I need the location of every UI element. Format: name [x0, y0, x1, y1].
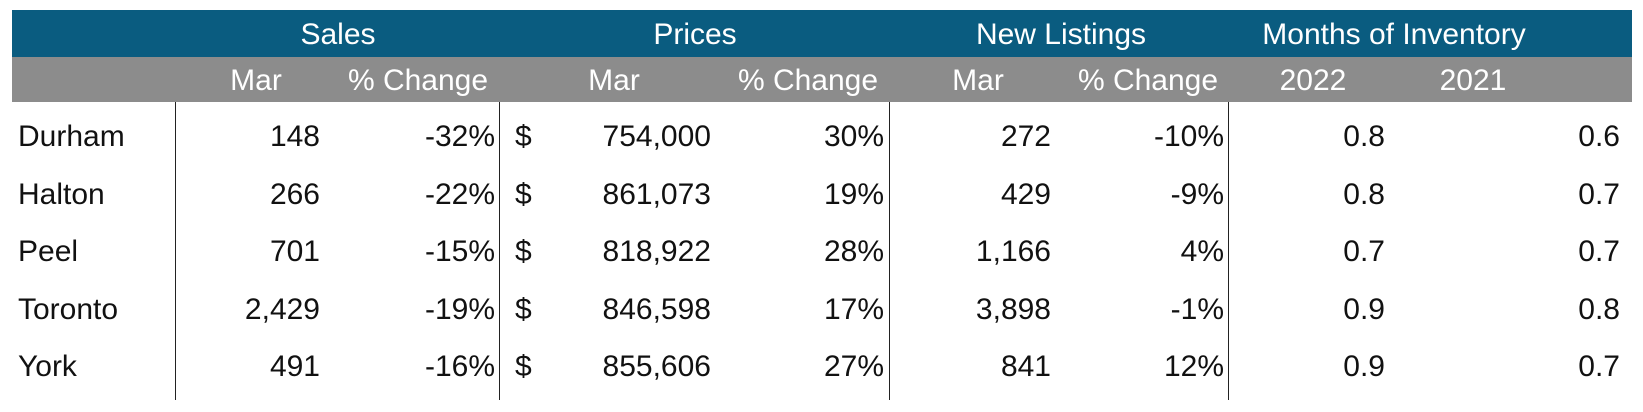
column-divider	[175, 102, 176, 400]
cell-currency: $	[515, 350, 532, 383]
sub-header-inventory-2021: 2021	[1439, 64, 1507, 97]
cell-sales-change: -15%	[424, 235, 495, 268]
sub-header-listings-change: % Change	[1077, 64, 1219, 97]
cell-sales: 148	[269, 120, 320, 153]
cell-inventory-2022: 0.9	[1343, 292, 1385, 326]
cell-sales: 2,429	[244, 292, 320, 326]
cell-listings-change: -1%	[1170, 292, 1224, 326]
cell-inventory-2022: 0.8	[1343, 120, 1385, 153]
cell-price: 846,598	[602, 292, 711, 326]
cell-listings-change: -9%	[1170, 177, 1224, 211]
group-header-sales: Sales	[300, 18, 376, 51]
cell-currency: $	[515, 120, 532, 153]
cell-inventory-2021: 0.7	[1578, 235, 1620, 268]
cell-price: 855,606	[602, 350, 711, 383]
group-header-row: Sales Prices New Listings Months of Inve…	[12, 10, 1632, 57]
cell-listings: 429	[1000, 177, 1051, 211]
cell-inventory-2021: 0.8	[1578, 292, 1620, 326]
cell-inventory-2021: 0.7	[1578, 177, 1620, 211]
cell-sales: 701	[269, 235, 320, 268]
cell-region: Peel	[18, 235, 79, 268]
sub-header-sales-mar: Mar	[230, 64, 282, 97]
column-divider	[499, 102, 500, 400]
cell-inventory-2022: 0.7	[1343, 235, 1385, 268]
cell-currency: $	[515, 235, 532, 268]
cell-sales-change: -32%	[424, 120, 495, 153]
column-divider	[889, 102, 890, 400]
group-header-prices: Prices	[653, 18, 737, 51]
cell-currency: $	[515, 177, 532, 211]
sub-header-prices-change: % Change	[737, 64, 879, 97]
cell-price-change: 17%	[823, 292, 884, 326]
sub-header-inventory-2022: 2022	[1279, 64, 1347, 97]
cell-inventory-2022: 0.9	[1343, 350, 1385, 383]
cell-listings: 841	[1000, 350, 1051, 383]
cell-listings-change: 4%	[1180, 235, 1224, 268]
cell-sales-change: -19%	[424, 292, 495, 326]
cell-price-change: 19%	[823, 177, 884, 211]
cell-listings: 1,166	[975, 235, 1051, 268]
cell-price-change: 30%	[823, 120, 884, 153]
cell-price-change: 27%	[823, 350, 884, 383]
sub-header-row: Mar % Change Mar % Change Mar % Change 2…	[12, 57, 1632, 102]
group-header-months-of-inventory: Months of Inventory	[1262, 18, 1526, 51]
group-header-new-listings: New Listings	[975, 18, 1147, 51]
sub-header-listings-mar: Mar	[952, 64, 1004, 97]
cell-sales: 266	[269, 177, 320, 211]
cell-price: 754,000	[602, 120, 711, 153]
cell-inventory-2022: 0.8	[1343, 177, 1385, 211]
cell-price: 861,073	[602, 177, 711, 211]
cell-region: Toronto	[18, 292, 119, 326]
cell-region: Halton	[18, 177, 105, 211]
cell-price-change: 28%	[823, 235, 884, 268]
cell-listings: 272	[1000, 120, 1051, 153]
cell-currency: $	[515, 292, 532, 326]
cell-sales-change: -16%	[424, 350, 495, 383]
cell-region: Durham	[18, 120, 125, 153]
cell-inventory-2021: 0.7	[1578, 350, 1620, 383]
cell-inventory-2021: 0.6	[1578, 120, 1620, 153]
sub-header-prices-mar: Mar	[588, 64, 640, 97]
cell-price: 818,922	[602, 235, 711, 268]
cell-sales-change: -22%	[424, 177, 495, 211]
cell-listings-change: 12%	[1163, 350, 1224, 383]
cell-listings: 3,898	[975, 292, 1051, 326]
column-divider	[1228, 102, 1229, 400]
cell-sales: 491	[269, 350, 320, 383]
cell-listings-change: -10%	[1153, 120, 1224, 153]
sub-header-sales-change: % Change	[347, 64, 489, 97]
cell-region: York	[18, 350, 77, 383]
